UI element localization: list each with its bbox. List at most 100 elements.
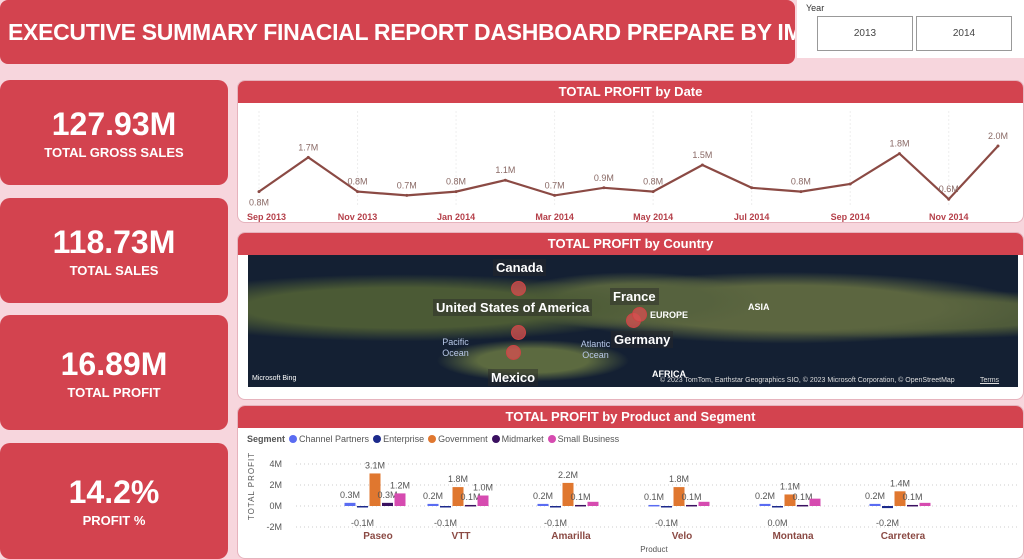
y-tick-label: 2M (269, 480, 282, 490)
profit-line (258, 145, 999, 201)
kpi-label: TOTAL SALES (69, 262, 159, 278)
map-terms-link[interactable]: Terms (980, 377, 1000, 384)
data-label: 0.0M (767, 518, 787, 528)
year-slicer: Year 2013 2014 (797, 0, 1024, 58)
x-tick-label: Nov 2014 (929, 212, 969, 222)
legend-item[interactable]: Midmarket (491, 434, 544, 444)
profit-by-product-bar-chart: 4M 2M 0M -2M TOTAL PROFIT Product Paseo 0.3M -0.… (247, 452, 1018, 554)
category-label: Velo (672, 531, 693, 542)
data-label: -0.1M (434, 518, 457, 528)
legend-title: Segment (247, 434, 286, 444)
bar-midmarket (686, 504, 697, 507)
data-point (897, 152, 901, 156)
legend-item[interactable]: Government (428, 434, 488, 444)
bar-channel-partners (759, 503, 771, 506)
data-label: 0.7M (545, 180, 565, 190)
map-bubble-mexico[interactable] (506, 345, 521, 360)
data-label: 0.1M (681, 492, 701, 502)
kpi-value: 16.89M (60, 345, 168, 382)
profit-by-country-panel: TOTAL PROFIT by Country Canada United St… (237, 232, 1024, 400)
map-region-africa: AFRICA (652, 369, 686, 379)
legend-item[interactable]: Small Business (547, 434, 620, 444)
x-tick-label: Nov 2013 (338, 212, 378, 222)
map-label-mexico: Mexico (488, 369, 539, 386)
x-tick-label: Sep 2014 (831, 212, 870, 222)
data-label: 1.0M (473, 483, 493, 493)
map-bubble-germany[interactable] (632, 307, 647, 322)
data-point (503, 178, 507, 182)
data-label: 0.6M (939, 184, 959, 194)
map-ocean-atlantic: Atlantic Ocean (580, 339, 611, 360)
data-label: -0.1M (544, 518, 567, 528)
legend-label: Enterprise (383, 434, 425, 444)
data-point (553, 193, 557, 197)
data-label: -0.1M (655, 518, 678, 528)
map-bubble-usa[interactable] (511, 325, 526, 340)
x-tick-label: Sep 2013 (247, 212, 286, 222)
bar-small-business (698, 501, 710, 506)
legend-label: Midmarket (501, 434, 544, 444)
kpi-total-sales: 118.73M TOTAL SALES (0, 198, 228, 303)
bar-small-business (477, 495, 489, 506)
map-ocean-pacific: Pacific Ocean (442, 337, 469, 358)
data-label: 0.8M (249, 198, 269, 208)
legend-label: Small Business (557, 434, 620, 444)
profit-by-product-panel: TOTAL PROFIT by Product and Segment Segm… (237, 405, 1024, 559)
x-tick-label: Jul 2014 (734, 212, 770, 222)
bar-midmarket (907, 504, 918, 507)
bar-midmarket (382, 502, 393, 506)
year-slicer-label: Year (806, 3, 825, 13)
data-point (750, 186, 754, 190)
data-label: -0.1M (351, 518, 374, 528)
bar-channel-partners (427, 503, 439, 506)
data-point (306, 155, 310, 159)
map-attribution: © 2023 TomTom, Earthstar Geographics SIO… (660, 377, 955, 384)
bar-enterprise (772, 506, 783, 508)
data-label: 1.1M (495, 165, 515, 175)
kpi-label: TOTAL PROFIT (67, 384, 161, 400)
bar-enterprise (550, 506, 561, 508)
y-axis-title: TOTAL PROFIT (247, 452, 256, 520)
kpi-profit-percent: 14.2% PROFIT % (0, 443, 228, 559)
data-point (257, 190, 261, 194)
map-region-asia: ASIA (748, 302, 770, 312)
data-label: 1.1M (780, 481, 800, 491)
data-label: 3.1M (365, 460, 385, 470)
legend-dot-icon (491, 435, 500, 443)
bing-logo: Microsoft Bing (252, 375, 297, 382)
year-option-2014[interactable]: 2014 (916, 16, 1012, 51)
bar-government (784, 494, 796, 506)
bar-enterprise (882, 506, 893, 509)
year-option-2013[interactable]: 2013 (817, 16, 913, 51)
data-label: 0.3M (340, 490, 360, 500)
map-region-europe: EUROPE (650, 310, 689, 320)
data-label: 0.1M (644, 492, 664, 502)
world-map[interactable]: Canada United States of America France G… (248, 255, 1018, 387)
kpi-total-gross-sales: 127.93M TOTAL GROSS SALES (0, 80, 228, 185)
bar-government (452, 487, 464, 506)
kpi-total-profit: 16.89M TOTAL PROFIT (0, 315, 228, 430)
data-label: 0.2M (755, 491, 775, 501)
line-chart-title: TOTAL PROFIT by Date (238, 81, 1023, 103)
bar-midmarket (797, 504, 808, 507)
dashboard-title-banner: EXECUTIVE SUMMARY FINACIAL REPORT DASHBO… (0, 0, 795, 64)
data-label: 2.2M (558, 470, 578, 480)
data-label: 0.9M (594, 173, 614, 183)
legend-item[interactable]: Channel Partners (289, 434, 369, 444)
data-label: 0.1M (460, 492, 480, 502)
legend-item[interactable]: Enterprise (373, 434, 424, 444)
data-label: 0.1M (792, 492, 812, 502)
data-label: 0.8M (446, 177, 466, 187)
legend-dot-icon (289, 435, 298, 443)
map-label-canada: Canada (493, 259, 546, 276)
kpi-label: PROFIT % (82, 513, 146, 528)
bar-midmarket (575, 504, 586, 507)
map-bubble-canada[interactable] (511, 281, 526, 296)
y-tick-label: 4M (269, 459, 282, 469)
legend-dot-icon (428, 435, 437, 443)
data-label: 0.8M (791, 177, 811, 187)
profit-by-date-line-chart: Sep 2013 Nov 2013 Jan 2014 Mar 2014 May 2014… (247, 111, 1008, 222)
kpi-value: 118.73M (52, 223, 176, 260)
x-axis-title: Product (640, 545, 668, 554)
data-label: 0.2M (533, 491, 553, 501)
